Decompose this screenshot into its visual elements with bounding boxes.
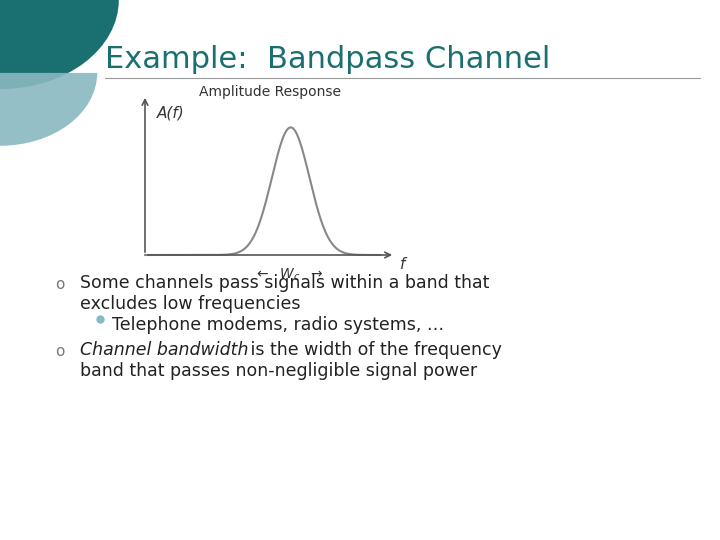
Text: f: f (400, 257, 405, 272)
Text: o: o (55, 344, 65, 359)
Text: Example:  Bandpass Channel: Example: Bandpass Channel (105, 45, 550, 74)
Text: A(f): A(f) (157, 105, 185, 120)
Text: band that passes non-negligible signal power: band that passes non-negligible signal p… (80, 362, 477, 380)
Text: is the width of the frequency: is the width of the frequency (245, 341, 502, 359)
Text: Some channels pass signals within a band that: Some channels pass signals within a band… (80, 274, 490, 292)
Text: excludes low frequencies: excludes low frequencies (80, 295, 300, 313)
Text: Amplitude Response: Amplitude Response (199, 85, 341, 99)
Text: Telephone modems, radio systems, …: Telephone modems, radio systems, … (112, 316, 444, 334)
Text: Channel bandwidth: Channel bandwidth (80, 341, 248, 359)
Text: $\leftarrow$  $W_c$  $\rightarrow$: $\leftarrow$ $W_c$ $\rightarrow$ (254, 267, 323, 284)
Text: o: o (55, 277, 65, 292)
